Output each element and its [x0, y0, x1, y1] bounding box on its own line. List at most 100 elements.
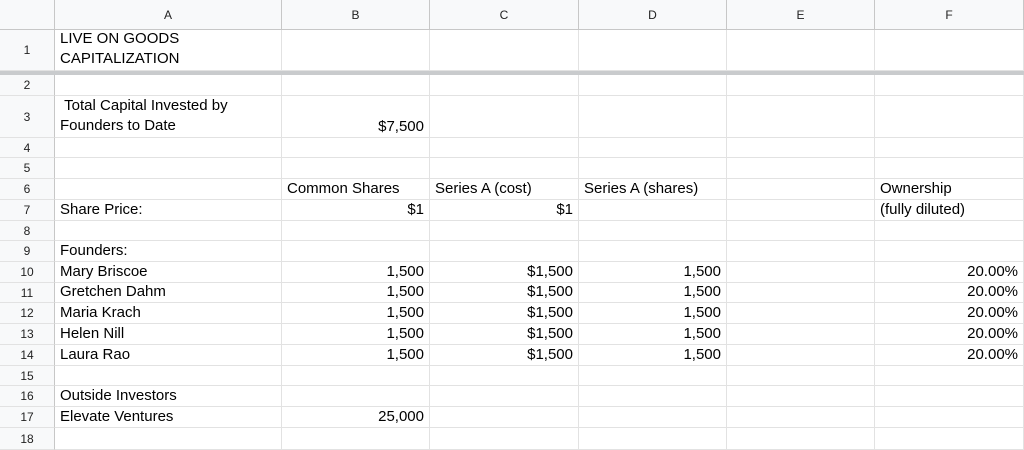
- cell-a6[interactable]: [55, 179, 282, 200]
- cell-d9[interactable]: [579, 241, 727, 262]
- cell-c8[interactable]: [430, 221, 579, 241]
- cell-c1[interactable]: [430, 30, 579, 71]
- cell-d17[interactable]: [579, 407, 727, 428]
- cell-d3[interactable]: [579, 96, 727, 138]
- cell-a18[interactable]: [55, 428, 282, 450]
- cell-d5[interactable]: [579, 158, 727, 179]
- column-header-e[interactable]: E: [727, 0, 875, 30]
- cell-c18[interactable]: [430, 428, 579, 450]
- cell-d11[interactable]: 1,500: [579, 283, 727, 303]
- cell-e12[interactable]: [727, 303, 875, 324]
- cell-d6[interactable]: Series A (shares): [579, 179, 727, 200]
- row-header[interactable]: 14: [0, 345, 55, 366]
- cell-d1[interactable]: [579, 30, 727, 71]
- cell-c3[interactable]: [430, 96, 579, 138]
- row-header[interactable]: 7: [0, 200, 55, 221]
- cell-f16[interactable]: [875, 386, 1024, 407]
- cell-c4[interactable]: [430, 138, 579, 158]
- cell-d14[interactable]: 1,500: [579, 345, 727, 366]
- cell-b4[interactable]: [282, 138, 430, 158]
- row-header[interactable]: 5: [0, 158, 55, 179]
- row-header[interactable]: 11: [0, 283, 55, 303]
- row-header[interactable]: 16: [0, 386, 55, 407]
- cell-f12[interactable]: 20.00%: [875, 303, 1024, 324]
- cell-e10[interactable]: [727, 262, 875, 283]
- cell-a14[interactable]: Laura Rao: [55, 345, 282, 366]
- cell-a5[interactable]: [55, 158, 282, 179]
- cell-b16[interactable]: [282, 386, 430, 407]
- cell-e3[interactable]: [727, 96, 875, 138]
- cell-c17[interactable]: [430, 407, 579, 428]
- cell-e15[interactable]: [727, 366, 875, 386]
- cell-f2[interactable]: [875, 75, 1024, 96]
- cell-d4[interactable]: [579, 138, 727, 158]
- cell-a11[interactable]: Gretchen Dahm: [55, 283, 282, 303]
- row-header[interactable]: 15: [0, 366, 55, 386]
- column-header-c[interactable]: C: [430, 0, 579, 30]
- cell-c12[interactable]: $1,500: [430, 303, 579, 324]
- cell-d10[interactable]: 1,500: [579, 262, 727, 283]
- cell-d8[interactable]: [579, 221, 727, 241]
- cell-b14[interactable]: 1,500: [282, 345, 430, 366]
- cell-c14[interactable]: $1,500: [430, 345, 579, 366]
- cell-b1[interactable]: [282, 30, 430, 71]
- cell-c7[interactable]: $1: [430, 200, 579, 221]
- cell-e1[interactable]: [727, 30, 875, 71]
- column-header-d[interactable]: D: [579, 0, 727, 30]
- cell-f11[interactable]: 20.00%: [875, 283, 1024, 303]
- row-header[interactable]: 1: [0, 30, 55, 71]
- select-all-corner[interactable]: [0, 0, 55, 30]
- cell-c16[interactable]: [430, 386, 579, 407]
- cell-a15[interactable]: [55, 366, 282, 386]
- cell-b5[interactable]: [282, 158, 430, 179]
- cell-e2[interactable]: [727, 75, 875, 96]
- row-header[interactable]: 17: [0, 407, 55, 428]
- cell-e14[interactable]: [727, 345, 875, 366]
- cell-d12[interactable]: 1,500: [579, 303, 727, 324]
- cell-c10[interactable]: $1,500: [430, 262, 579, 283]
- cell-f3[interactable]: [875, 96, 1024, 138]
- cell-b11[interactable]: 1,500: [282, 283, 430, 303]
- frozen-row-divider[interactable]: [0, 71, 1024, 75]
- cell-a16[interactable]: Outside Investors: [55, 386, 282, 407]
- cell-d2[interactable]: [579, 75, 727, 96]
- row-header[interactable]: 9: [0, 241, 55, 262]
- cell-f7[interactable]: (fully diluted): [875, 200, 1024, 221]
- cell-a12[interactable]: Maria Krach: [55, 303, 282, 324]
- cell-c11[interactable]: $1,500: [430, 283, 579, 303]
- cell-f18[interactable]: [875, 428, 1024, 450]
- cell-e13[interactable]: [727, 324, 875, 345]
- row-header[interactable]: 6: [0, 179, 55, 200]
- cell-a3[interactable]: Total Capital Invested by Founders to Da…: [55, 96, 282, 138]
- cell-d18[interactable]: [579, 428, 727, 450]
- cell-a10[interactable]: Mary Briscoe: [55, 262, 282, 283]
- cell-b2[interactable]: [282, 75, 430, 96]
- cell-f8[interactable]: [875, 221, 1024, 241]
- row-header[interactable]: 18: [0, 428, 55, 450]
- cell-b7[interactable]: $1: [282, 200, 430, 221]
- cell-e9[interactable]: [727, 241, 875, 262]
- cell-f10[interactable]: 20.00%: [875, 262, 1024, 283]
- column-header-a[interactable]: A: [55, 0, 282, 30]
- cell-a9[interactable]: Founders:: [55, 241, 282, 262]
- cell-b10[interactable]: 1,500: [282, 262, 430, 283]
- cell-a7[interactable]: Share Price:: [55, 200, 282, 221]
- cell-e6[interactable]: [727, 179, 875, 200]
- cell-e7[interactable]: [727, 200, 875, 221]
- cell-c9[interactable]: [430, 241, 579, 262]
- cell-c5[interactable]: [430, 158, 579, 179]
- cell-a17[interactable]: Elevate Ventures: [55, 407, 282, 428]
- row-header[interactable]: 2: [0, 75, 55, 96]
- column-header-f[interactable]: F: [875, 0, 1024, 30]
- cell-a13[interactable]: Helen Nill: [55, 324, 282, 345]
- cell-a4[interactable]: [55, 138, 282, 158]
- cell-c13[interactable]: $1,500: [430, 324, 579, 345]
- row-header[interactable]: 10: [0, 262, 55, 283]
- cell-b18[interactable]: [282, 428, 430, 450]
- row-header[interactable]: 4: [0, 138, 55, 158]
- cell-b9[interactable]: [282, 241, 430, 262]
- cell-f1[interactable]: [875, 30, 1024, 71]
- cell-e18[interactable]: [727, 428, 875, 450]
- cell-f5[interactable]: [875, 158, 1024, 179]
- cell-c15[interactable]: [430, 366, 579, 386]
